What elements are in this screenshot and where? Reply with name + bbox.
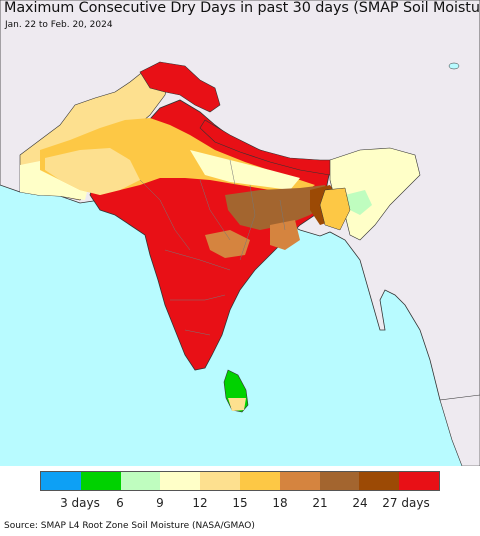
legend-swatch-3 <box>120 472 161 490</box>
source-note: Source: SMAP L4 Root Zone Soil Moisture … <box>4 521 255 531</box>
legend-swatch-2 <box>80 472 121 490</box>
region-central-orange <box>205 230 250 258</box>
map-panel <box>0 0 480 466</box>
region-northeast-green <box>345 190 372 215</box>
legend-tick-label: 27 days <box>382 496 430 510</box>
legend-tick-label: 18 <box>272 496 288 510</box>
legend-ticks: 3 days 6 9 12 15 18 21 24 27 days <box>40 496 440 510</box>
legend-swatch-7 <box>279 472 320 490</box>
region-bangladesh <box>319 187 351 231</box>
lake-shape <box>448 62 460 70</box>
outside-land-southeast <box>439 394 480 466</box>
region-central-brown <box>225 185 330 230</box>
legend-swatch-8 <box>319 472 360 490</box>
legend-tick-label: 12 <box>192 496 208 510</box>
color-legend <box>40 471 440 491</box>
legend-swatch-9 <box>359 472 400 490</box>
map-canvas <box>0 0 480 466</box>
legend-swatch-5 <box>200 472 240 490</box>
legend-tick-label: 3 days <box>60 496 100 510</box>
legend-swatch-6 <box>239 472 280 490</box>
map-title: Maximum Consecutive Dry Days in past 30 … <box>4 0 480 16</box>
date-range: Jan. 22 to Feb. 20, 2024 <box>5 20 113 30</box>
legend-tick-label: 24 <box>352 496 368 510</box>
legend-swatch-4 <box>160 472 201 490</box>
state-borders <box>139 159 286 336</box>
legend-tick-label: 21 <box>312 496 328 510</box>
region-east-orange <box>270 220 300 250</box>
region-sri-lanka-south <box>228 398 246 411</box>
region-gangetic <box>190 150 300 190</box>
region-north-kashmir <box>139 61 221 113</box>
legend-tick-label: 15 <box>232 496 248 510</box>
legend-tick-label: 9 <box>156 496 164 510</box>
legend-swatch-10 <box>399 472 439 490</box>
region-rajasthan <box>45 148 140 195</box>
legend-tick-label: 6 <box>116 496 124 510</box>
legend-swatch-1 <box>41 472 81 490</box>
